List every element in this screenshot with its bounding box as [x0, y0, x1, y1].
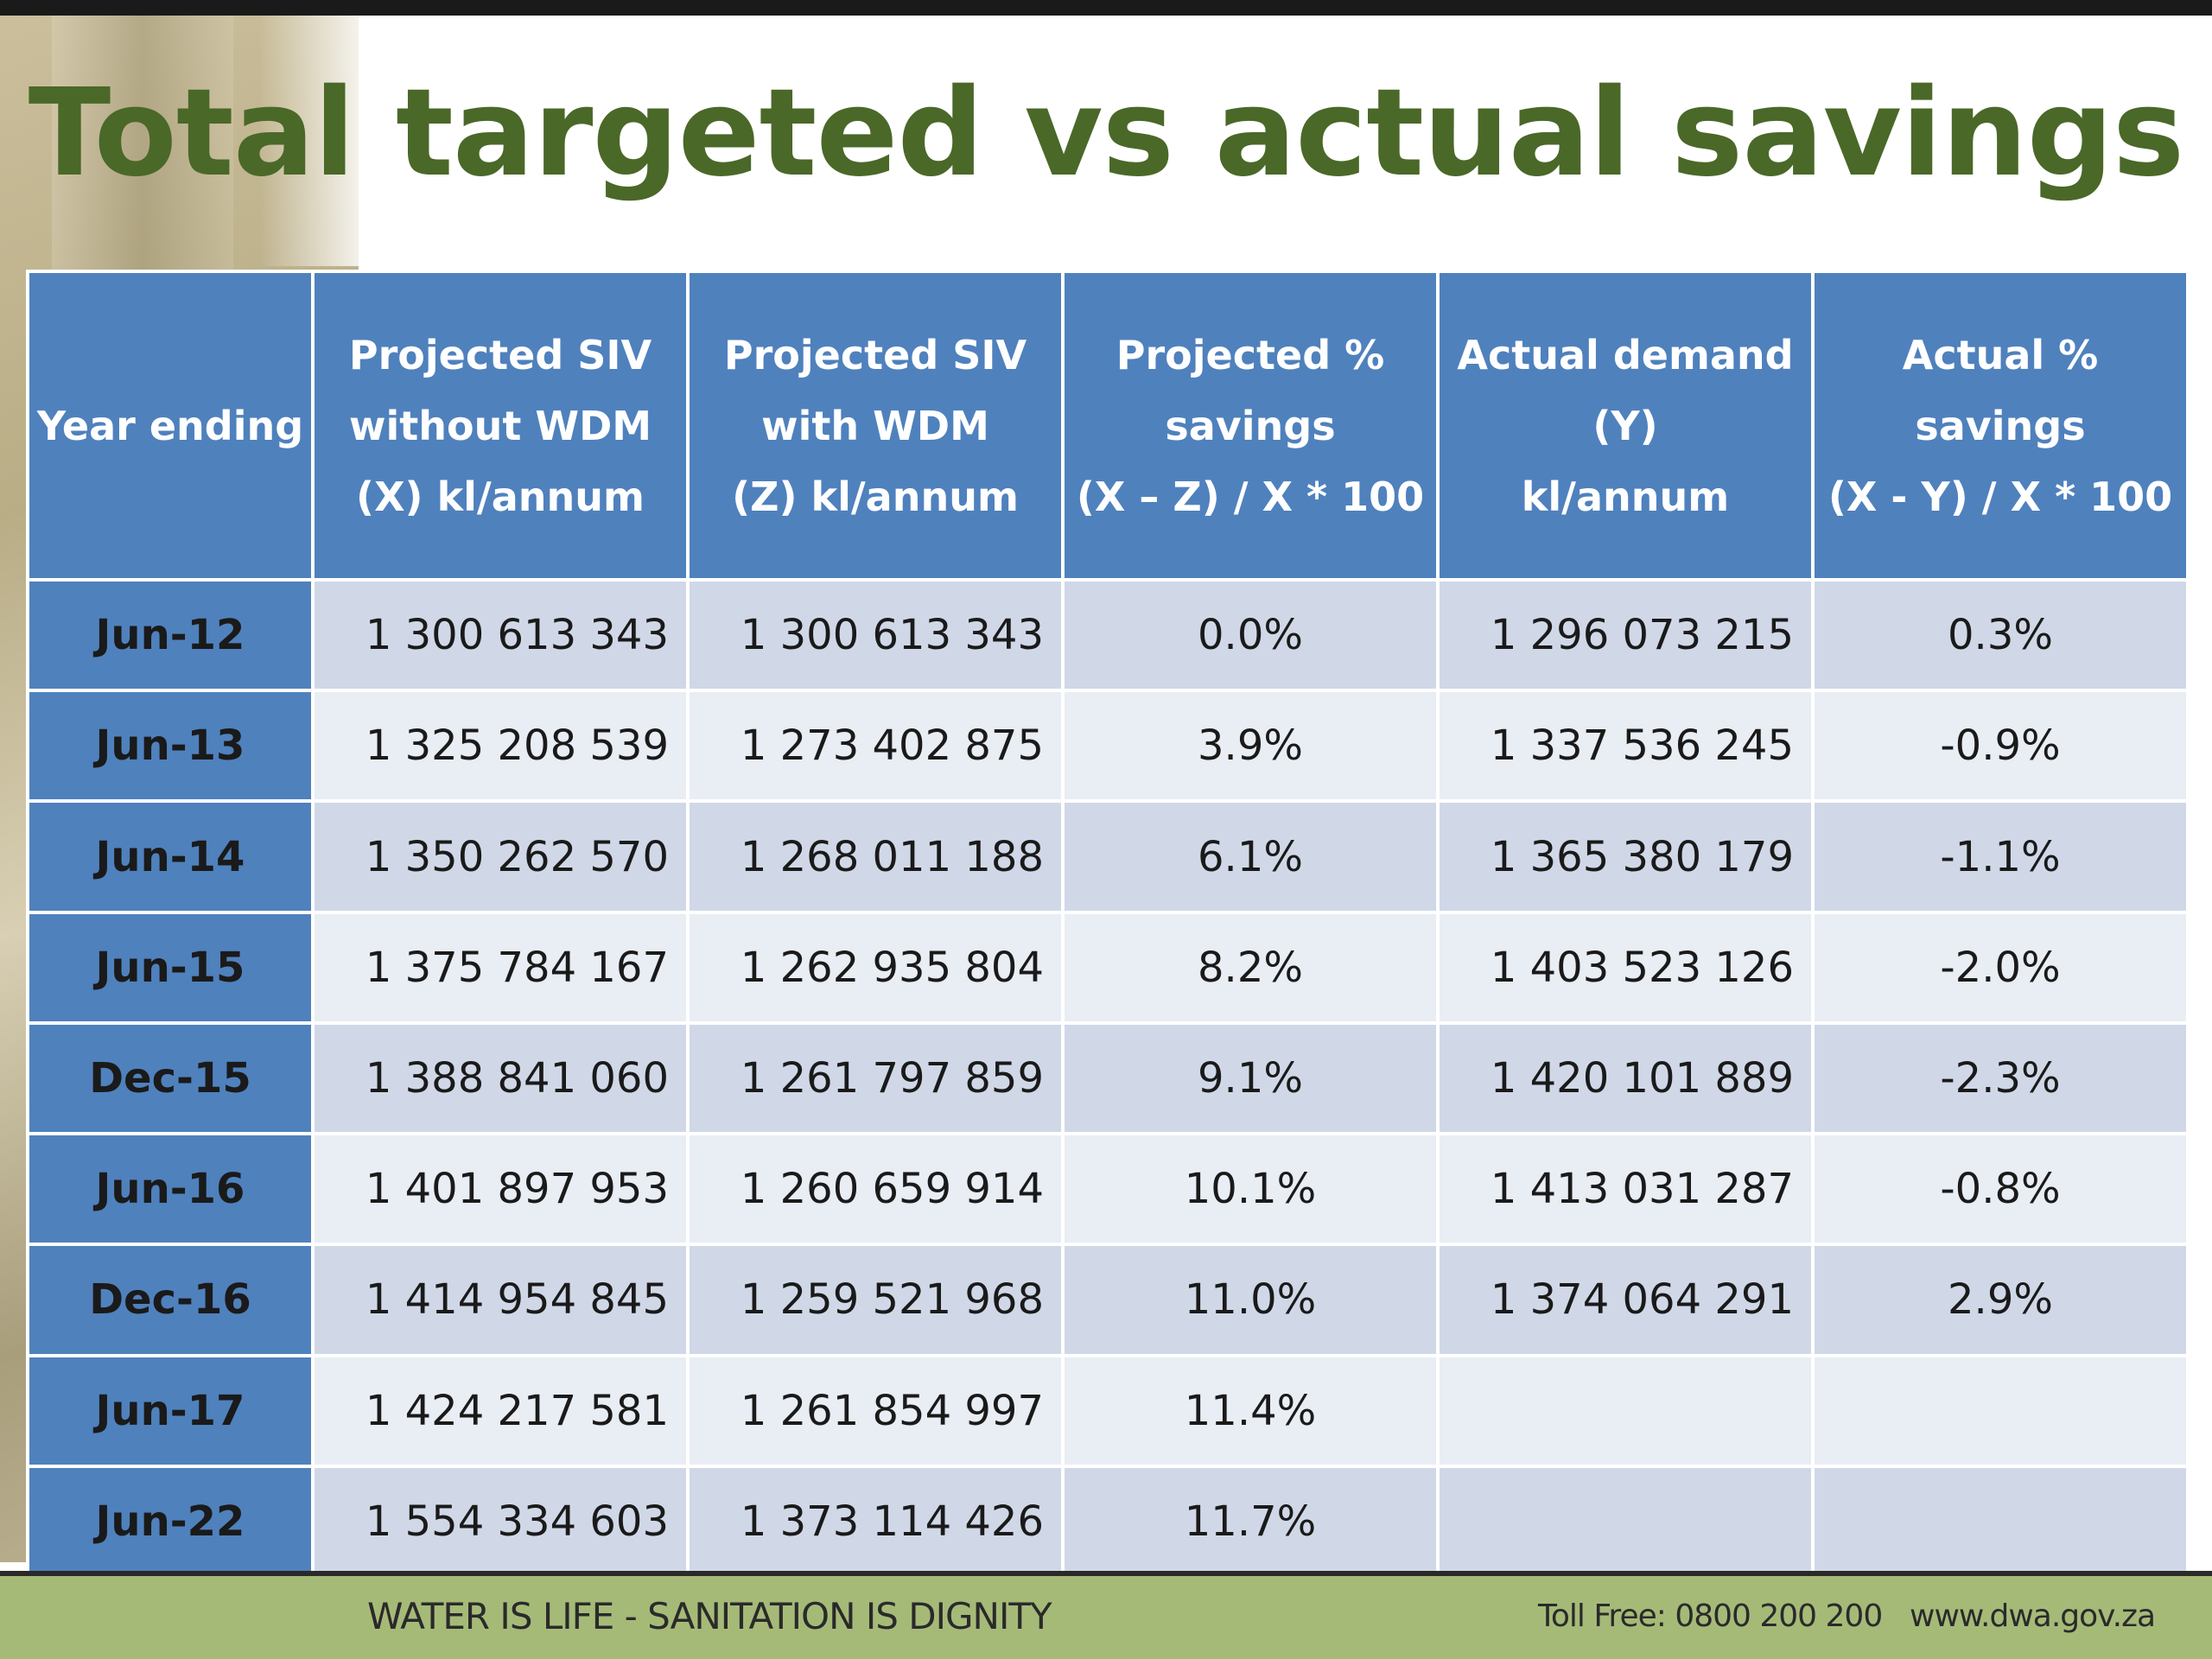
year-cell: Jun-16: [26, 1132, 315, 1247]
actual-savings-cell: -0.9%: [1811, 689, 2190, 804]
header-year-ending: Year ending: [26, 270, 315, 582]
siv-without-wdm-cell: 1 401 897 953: [311, 1132, 690, 1247]
table-row: Jun-17 1 424 217 581 1 261 854 997 11.4%: [26, 1353, 2190, 1468]
table-row: Jun-12 1 300 613 343 1 300 613 343 0.0% …: [26, 577, 2190, 693]
projected-savings-cell: 8.2%: [1061, 910, 1440, 1025]
projected-savings-cell: 9.1%: [1061, 1020, 1440, 1136]
decorative-fade: [259, 16, 380, 266]
header-projected-siv-with-wdm: Projected SIV with WDM (Z) kl/annum: [686, 270, 1065, 582]
actual-demand-cell: 1 374 064 291: [1436, 1243, 1815, 1357]
year-cell: Jun-12: [26, 577, 315, 693]
actual-savings-cell: -2.3%: [1811, 1020, 2190, 1136]
table-row: Jun-15 1 375 784 167 1 262 935 804 8.2% …: [26, 910, 2190, 1025]
year-cell: Dec-15: [26, 1020, 315, 1136]
siv-without-wdm-cell: 1 325 208 539: [311, 689, 690, 804]
table-row: Jun-13 1 325 208 539 1 273 402 875 3.9% …: [26, 689, 2190, 804]
year-cell: Jun-13: [26, 689, 315, 804]
siv-without-wdm-cell: 1 350 262 570: [311, 799, 690, 914]
table-header-row: Year ending Projected SIV without WDM (X…: [26, 270, 2190, 582]
slide-title: Total targeted vs actual savings: [28, 63, 2185, 204]
table-row: Dec-16 1 414 954 845 1 259 521 968 11.0%…: [26, 1243, 2190, 1357]
header-line: without WDM: [348, 402, 652, 449]
siv-without-wdm-cell: 1 414 954 845: [311, 1243, 690, 1357]
actual-demand-cell: 1 420 101 889: [1436, 1020, 1815, 1136]
actual-demand-cell: 1 337 536 245: [1436, 689, 1815, 804]
header-line: Projected SIV: [723, 331, 1027, 378]
year-cell: Jun-17: [26, 1353, 315, 1468]
header-line: (Z) kl/annum: [732, 473, 1019, 520]
header-actual-percent-savings: Actual % savings (X - Y) / X * 100: [1811, 270, 2190, 582]
siv-without-wdm-cell: 1 375 784 167: [311, 910, 690, 1025]
siv-with-wdm-cell: 1 261 797 859: [686, 1020, 1065, 1136]
projected-savings-cell: 6.1%: [1061, 799, 1440, 914]
projected-savings-cell: 3.9%: [1061, 689, 1440, 804]
actual-savings-cell: 2.9%: [1811, 1243, 2190, 1357]
siv-without-wdm-cell: 1 300 613 343: [311, 577, 690, 693]
actual-demand-cell: 1 365 380 179: [1436, 799, 1815, 914]
table-row: Jun-16 1 401 897 953 1 260 659 914 10.1%…: [26, 1132, 2190, 1247]
projected-savings-cell: 11.7%: [1061, 1464, 1440, 1580]
top-border: [0, 0, 2212, 16]
year-cell: Dec-16: [26, 1243, 315, 1357]
actual-savings-cell: -0.8%: [1811, 1132, 2190, 1247]
actual-savings-cell: [1811, 1464, 2190, 1580]
projected-savings-cell: 0.0%: [1061, 577, 1440, 693]
projected-savings-cell: 11.4%: [1061, 1353, 1440, 1468]
header-actual-demand: Actual demand (Y) kl/annum: [1436, 270, 1815, 582]
siv-with-wdm-cell: 1 262 935 804: [686, 910, 1065, 1025]
siv-with-wdm-cell: 1 300 613 343: [686, 577, 1065, 693]
footer-toll-free: Toll Free: 0800 200 200: [1538, 1599, 1883, 1634]
projected-savings-cell: 10.1%: [1061, 1132, 1440, 1247]
header-line: (X – Z) / X * 100: [1076, 473, 1425, 520]
actual-savings-cell: -2.0%: [1811, 910, 2190, 1025]
table-row: Dec-15 1 388 841 060 1 261 797 859 9.1% …: [26, 1020, 2190, 1136]
actual-demand-cell: [1436, 1464, 1815, 1580]
actual-demand-cell: 1 296 073 215: [1436, 577, 1815, 693]
header-line: (Y): [1592, 402, 1658, 449]
header-line: (X) kl/annum: [356, 473, 645, 520]
actual-savings-cell: 0.3%: [1811, 577, 2190, 693]
year-cell: Jun-15: [26, 910, 315, 1025]
header-projected-percent-savings: Projected % savings (X – Z) / X * 100: [1061, 270, 1440, 582]
header-line: Actual demand: [1457, 331, 1794, 378]
footer-bar: WATER IS LIFE - SANITATION IS DIGNITY To…: [0, 1571, 2212, 1659]
projected-savings-cell: 11.0%: [1061, 1243, 1440, 1357]
header-line: (X - Y) / X * 100: [1827, 473, 2173, 520]
header-line: kl/annum: [1521, 473, 1730, 520]
header-line: Year ending: [36, 402, 304, 449]
table-row: Jun-22 1 554 334 603 1 373 114 426 11.7%: [26, 1464, 2190, 1580]
year-cell: Jun-14: [26, 799, 315, 914]
siv-with-wdm-cell: 1 273 402 875: [686, 689, 1065, 804]
year-cell: Jun-22: [26, 1464, 315, 1580]
header-line: Projected SIV: [348, 331, 652, 378]
header-line: savings: [1165, 402, 1336, 449]
siv-with-wdm-cell: 1 261 854 997: [686, 1353, 1065, 1468]
actual-demand-cell: [1436, 1353, 1815, 1468]
siv-without-wdm-cell: 1 424 217 581: [311, 1353, 690, 1468]
header-line: with WDM: [761, 402, 989, 449]
actual-demand-cell: 1 413 031 287: [1436, 1132, 1815, 1247]
table-row: Jun-14 1 350 262 570 1 268 011 188 6.1% …: [26, 799, 2190, 914]
siv-without-wdm-cell: 1 554 334 603: [311, 1464, 690, 1580]
actual-demand-cell: 1 403 523 126: [1436, 910, 1815, 1025]
siv-without-wdm-cell: 1 388 841 060: [311, 1020, 690, 1136]
footer-slogan: WATER IS LIFE - SANITATION IS DIGNITY: [367, 1595, 1052, 1637]
header-line: Projected %: [1116, 331, 1385, 378]
actual-savings-cell: [1811, 1353, 2190, 1468]
footer-website-link[interactable]: www.dwa.gov.za: [1910, 1599, 2156, 1634]
header-line: Actual % savings: [1902, 331, 2099, 449]
siv-with-wdm-cell: 1 268 011 188: [686, 799, 1065, 914]
savings-table: Year ending Projected SIV without WDM (X…: [26, 270, 2190, 1580]
header-projected-siv-without-wdm: Projected SIV without WDM (X) kl/annum: [311, 270, 690, 582]
siv-with-wdm-cell: 1 260 659 914: [686, 1132, 1065, 1247]
actual-savings-cell: -1.1%: [1811, 799, 2190, 914]
siv-with-wdm-cell: 1 373 114 426: [686, 1464, 1065, 1580]
siv-with-wdm-cell: 1 259 521 968: [686, 1243, 1065, 1357]
